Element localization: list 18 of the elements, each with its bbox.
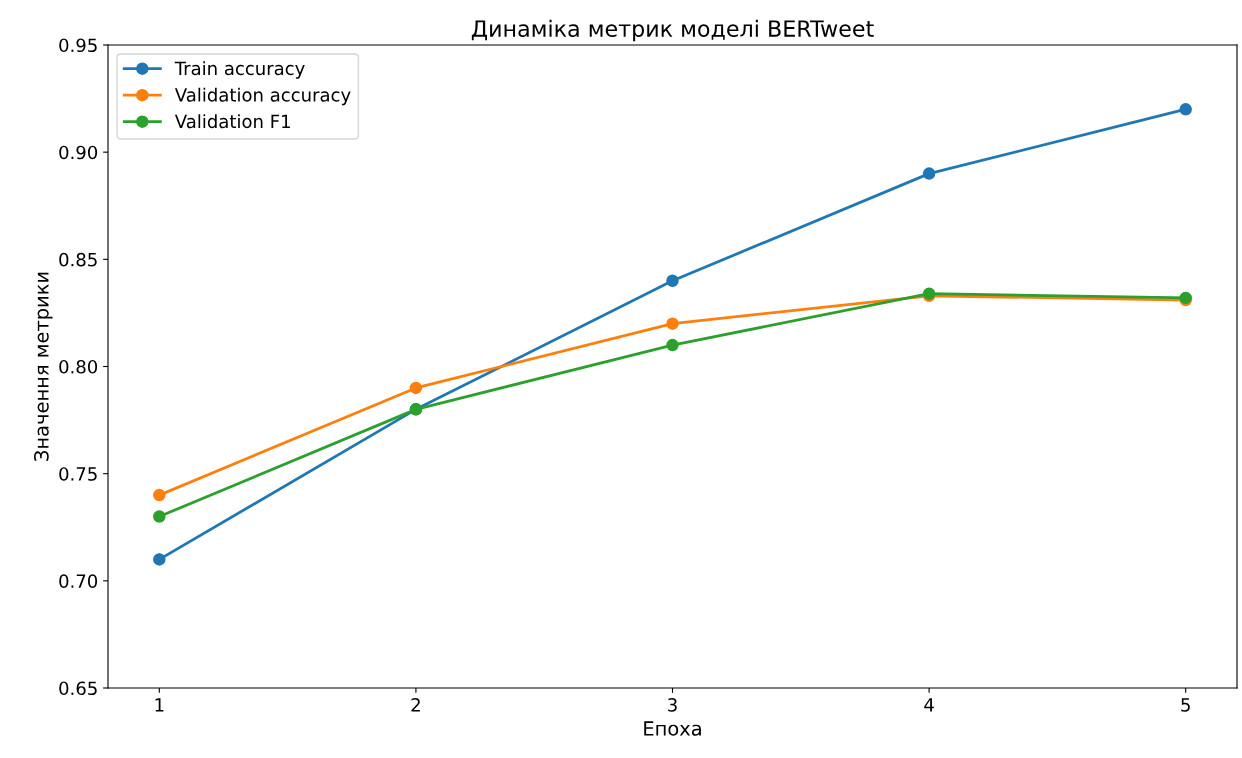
x-tick-label: 3 xyxy=(668,698,677,712)
x-tick-label: 2 xyxy=(411,698,420,712)
y-tick-label: 0.65 xyxy=(59,681,97,696)
y-tick-label: 0.85 xyxy=(59,252,97,267)
y-tick-label: 0.70 xyxy=(59,574,98,588)
y-tick-label: 0.95 xyxy=(59,38,97,53)
y-tick-label: 0.90 xyxy=(59,145,98,160)
y-tick-label: 0.80 xyxy=(59,359,98,374)
x-tick-label: 5 xyxy=(1181,698,1190,712)
y-tick-label: 0.75 xyxy=(59,467,97,481)
legend-label: Validation F1 xyxy=(174,114,290,129)
legend-label: Train accuracy xyxy=(174,61,305,79)
legend-label: Validation accuracy xyxy=(174,87,351,106)
x-tick-label: 4 xyxy=(924,698,934,712)
chart-title: Динаміка метрик моделі BERTweet xyxy=(471,19,874,42)
x-axis-title: Епоха xyxy=(644,721,701,736)
y-axis-title: Значення метрики xyxy=(34,272,53,461)
x-tick-label: 1 xyxy=(155,698,164,712)
